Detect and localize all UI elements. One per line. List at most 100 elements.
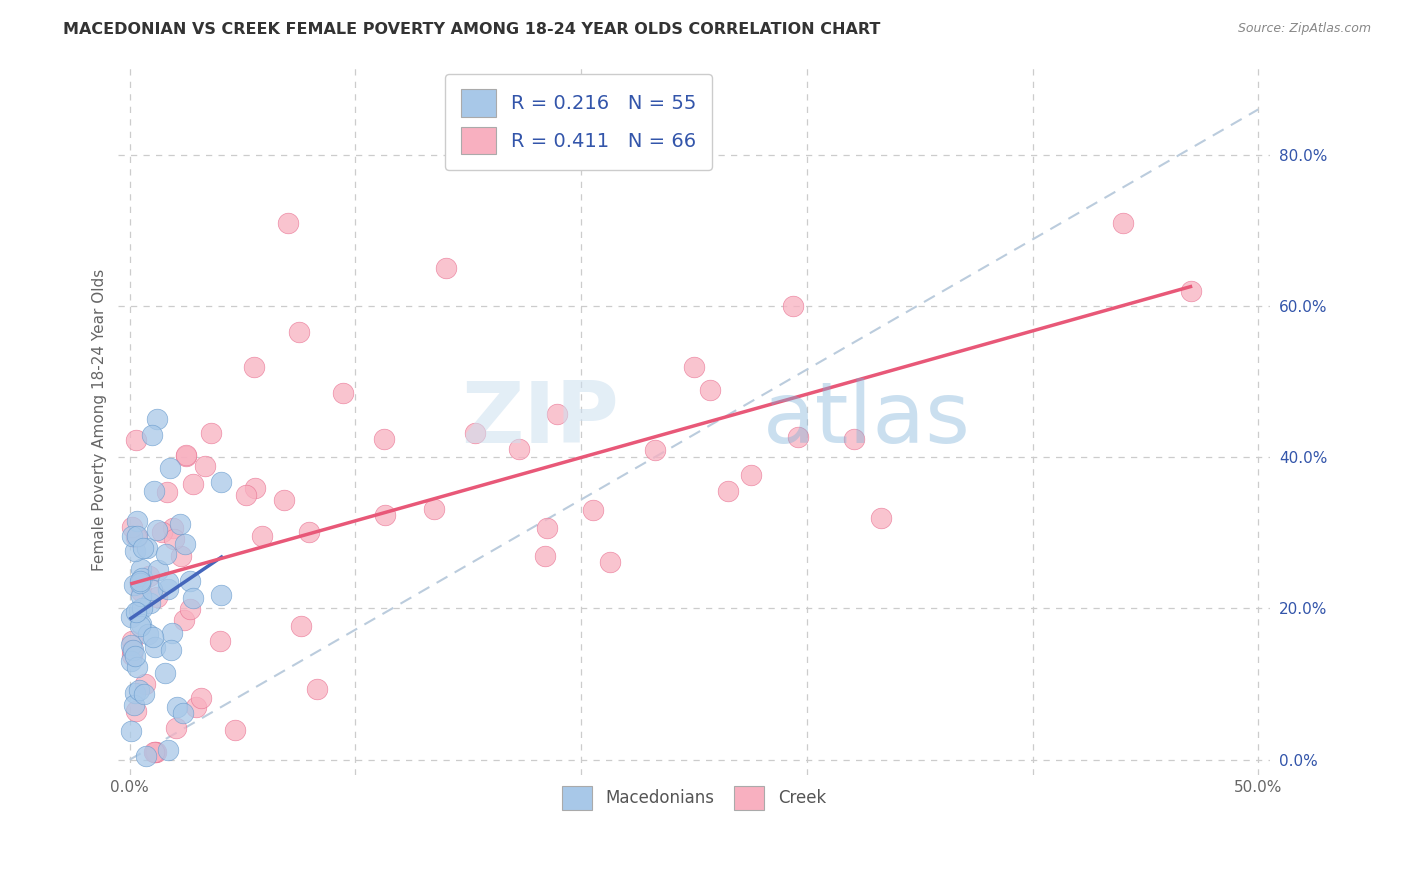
Point <box>124 544 146 558</box>
Point <box>150 525 173 540</box>
Point <box>125 530 148 544</box>
Point <box>162 532 184 546</box>
Point <box>125 704 148 718</box>
Point <box>129 574 152 588</box>
Point <box>434 261 457 276</box>
Point <box>131 589 153 603</box>
Point <box>536 521 558 535</box>
Point <box>184 700 207 714</box>
Point <box>155 666 177 681</box>
Point <box>209 475 232 489</box>
Point <box>141 427 163 442</box>
Point <box>464 425 486 440</box>
Point <box>138 569 160 583</box>
Point <box>582 503 605 517</box>
Point <box>156 742 179 756</box>
Point <box>165 721 187 735</box>
Point <box>128 682 150 697</box>
Point <box>170 549 193 563</box>
Point <box>127 530 149 544</box>
Point <box>273 492 295 507</box>
Point <box>243 359 266 374</box>
Point <box>844 432 866 446</box>
Point <box>121 634 143 648</box>
Point <box>132 541 155 555</box>
Point <box>208 634 231 648</box>
Point <box>129 617 152 632</box>
Point <box>124 686 146 700</box>
Point <box>787 430 810 444</box>
Text: atlas: atlas <box>763 378 972 461</box>
Point <box>156 485 179 500</box>
Point <box>129 583 152 598</box>
Point <box>534 549 557 563</box>
Point <box>145 523 167 537</box>
Point <box>546 407 568 421</box>
Point <box>122 642 145 657</box>
Point <box>131 601 153 615</box>
Point <box>136 541 159 555</box>
Point <box>173 613 195 627</box>
Point <box>145 590 167 604</box>
Point <box>373 432 395 446</box>
Point <box>740 467 762 482</box>
Point <box>194 459 217 474</box>
Text: Source: ZipAtlas.com: Source: ZipAtlas.com <box>1237 22 1371 36</box>
Point <box>235 488 257 502</box>
Point <box>644 443 666 458</box>
Point <box>142 484 165 499</box>
Point <box>145 640 167 655</box>
Point <box>162 521 184 535</box>
Point <box>298 524 321 539</box>
Point <box>699 383 721 397</box>
Text: MACEDONIAN VS CREEK FEMALE POVERTY AMONG 18-24 YEAR OLDS CORRELATION CHART: MACEDONIAN VS CREEK FEMALE POVERTY AMONG… <box>63 22 880 37</box>
Point <box>224 723 246 737</box>
Point <box>332 385 354 400</box>
Point <box>243 481 266 495</box>
Point <box>190 691 212 706</box>
Point <box>120 723 142 738</box>
Point <box>146 412 169 426</box>
Point <box>200 425 222 440</box>
Point <box>181 477 204 491</box>
Point <box>124 648 146 663</box>
Point <box>135 748 157 763</box>
Point <box>134 676 156 690</box>
Point <box>141 583 163 598</box>
Point <box>599 556 621 570</box>
Point <box>134 687 156 701</box>
Point <box>121 529 143 543</box>
Point <box>131 572 153 586</box>
Point <box>717 483 740 498</box>
Point <box>143 745 166 759</box>
Point <box>290 619 312 633</box>
Point <box>173 706 195 720</box>
Point <box>174 449 197 463</box>
Point <box>179 601 201 615</box>
Point <box>374 508 396 523</box>
Point <box>159 460 181 475</box>
Point <box>122 578 145 592</box>
Point <box>423 501 446 516</box>
Point <box>136 627 159 641</box>
Point <box>129 619 152 633</box>
Point <box>121 643 143 657</box>
Point <box>1180 284 1202 298</box>
Point <box>129 562 152 576</box>
Point <box>128 575 150 590</box>
Point <box>157 575 180 590</box>
Point <box>508 442 530 456</box>
Point <box>125 433 148 447</box>
Point <box>120 638 142 652</box>
Legend: Macedonians, Creek: Macedonians, Creek <box>555 780 832 816</box>
Point <box>179 574 201 589</box>
Point <box>120 654 142 668</box>
Point <box>159 643 181 657</box>
Point <box>181 591 204 605</box>
Point <box>125 660 148 674</box>
Point <box>782 299 804 313</box>
Point <box>160 626 183 640</box>
Point <box>122 698 145 713</box>
Point <box>869 511 891 525</box>
Point <box>169 516 191 531</box>
